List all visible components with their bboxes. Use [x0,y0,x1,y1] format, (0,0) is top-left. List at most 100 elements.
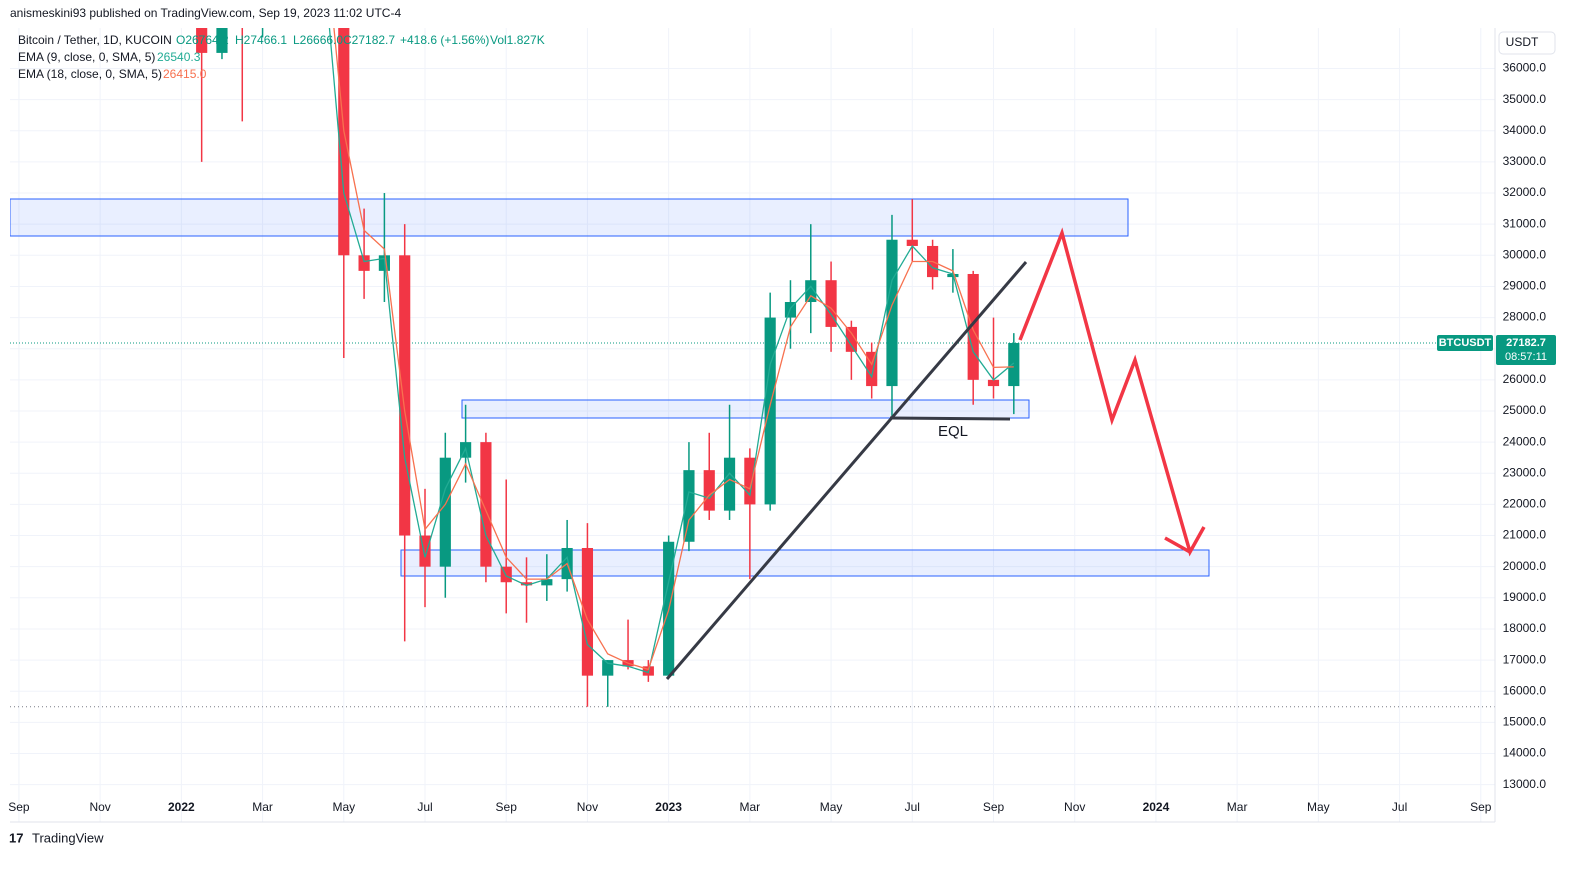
candle-body [419,535,431,567]
logo-mark: 17 [9,830,23,845]
y-tick-label: 16000.0 [1503,683,1547,697]
candle-body [500,566,512,583]
publisher: anismeskini93 published on TradingView.c… [10,6,401,20]
axes: 13000.0 14000.0 15000.0 16000.0 17000.0 18000… [8,61,1546,815]
y-tick-label: 14000.0 [1503,746,1547,760]
x-tick-label: Nov [1064,800,1085,814]
price-tag: BTCUSDT 27182.7 08:57:11 [1437,335,1556,366]
y-tick-label: 35000.0 [1503,92,1547,106]
legend-close: C27182.7 [343,33,395,47]
currency-button[interactable] [1498,31,1556,55]
tag-symbol: BTCUSDT [1439,337,1492,349]
candle-body [967,273,979,380]
candle-body [399,255,411,536]
candle-body [581,547,594,676]
y-tick-label: 25000.0 [1503,403,1547,417]
legend-ema: EMA (18, close, 0, SMA, 5) [18,67,162,81]
x-tick-label: Sep [983,800,1005,814]
candle-body [196,28,208,53]
y-tick-label: 22000.0 [1503,497,1547,511]
legend-symbol: Bitcoin / Tether, 1D, KUCOIN [18,33,172,47]
currency-label[interactable]: USDT [1506,35,1539,49]
candle-body [703,470,715,511]
candle-body [439,457,451,567]
x-tick-label: May [1307,800,1330,814]
y-tick-label: 33000.0 [1503,154,1547,168]
candle-body [866,351,878,387]
tag-countdown: 08:57:11 [1505,351,1547,363]
y-tick-label: 26000.0 [1503,372,1547,386]
y-tick-label: 23000.0 [1503,465,1547,479]
x-tick-label: Jul [1392,800,1407,814]
legend-change: +418.6 (+1.56%) [400,33,489,47]
zone [400,549,1210,577]
candle-body [480,442,492,567]
y-tick-label: 17000.0 [1503,652,1547,666]
y-tick-label: 21000.0 [1503,528,1547,542]
y-tick-label: 20000.0 [1503,559,1547,573]
y-tick-label: 34000.0 [1503,123,1547,137]
candle-body [683,470,695,542]
candle-body [358,255,370,271]
x-tick-label: Sep [496,800,518,814]
plot [10,28,1495,708]
y-tick-label: 19000.0 [1503,590,1547,604]
x-tick-label: May [332,800,355,814]
ema-line [333,28,1014,671]
candle-body [805,280,817,303]
y-tick-label: 30000.0 [1503,247,1547,261]
candle-body [1008,343,1020,387]
candle-body [906,239,918,246]
legend-ema-value: 26415.0 [163,67,207,81]
candle-body [825,280,837,327]
legend-open: O26764.2 [176,33,229,47]
y-tick-label: 18000.0 [1503,621,1547,635]
x-tick-label: Sep [1470,800,1492,814]
candle-body [723,457,736,511]
x-tick-label: Mar [252,800,273,814]
y-tick-label: 13000.0 [1503,777,1547,791]
zone [10,198,1129,237]
candle-body [602,660,614,676]
drawings [665,227,1206,680]
tag-price: 27182.7 [1506,337,1546,349]
x-tick-label: Mar [740,800,761,814]
legend-ema-value: 26540.3 [157,50,201,64]
legend-ema: EMA (9, close, 0, SMA, 5) [18,50,155,64]
y-tick-label: 28000.0 [1503,310,1547,324]
trend-line [665,261,1028,680]
y-tick-label: 15000.0 [1503,715,1547,729]
zone [461,399,1030,419]
logo: TradingView [32,830,104,845]
y-tick-label: 31000.0 [1503,216,1547,230]
x-tick-label: Nov [577,800,598,814]
x-tick-label: Jul [905,800,920,814]
legend-volume: Vol1.827K [490,33,545,47]
x-tick-label: Mar [1227,800,1248,814]
tag-symbol-bg [1437,335,1493,352]
x-tick-label: Jul [417,800,432,814]
x-tick-label: 2022 [168,800,195,814]
candle-body [845,326,857,352]
eql-line [889,416,1011,421]
arrow-head [1164,536,1191,554]
candle-body [886,239,898,387]
x-tick-label: Sep [8,800,30,814]
candle-body [764,317,776,505]
candle-body [744,457,756,505]
candle-body [338,28,350,256]
candle-body [987,379,1000,387]
candle-body [541,579,553,586]
annotation: EQL [938,423,968,440]
y-tick-label: 24000.0 [1503,434,1547,448]
y-tick-label: 29000.0 [1503,279,1547,293]
legend-high: H27466.1 [235,33,287,47]
x-tick-label: 2024 [1143,800,1170,814]
legend-low: L26666.0 [293,33,343,47]
y-tick-label: 32000.0 [1503,185,1547,199]
candle-body [520,582,533,586]
tag-price-bg [1496,335,1556,366]
y-tick-label: 36000.0 [1503,61,1547,75]
